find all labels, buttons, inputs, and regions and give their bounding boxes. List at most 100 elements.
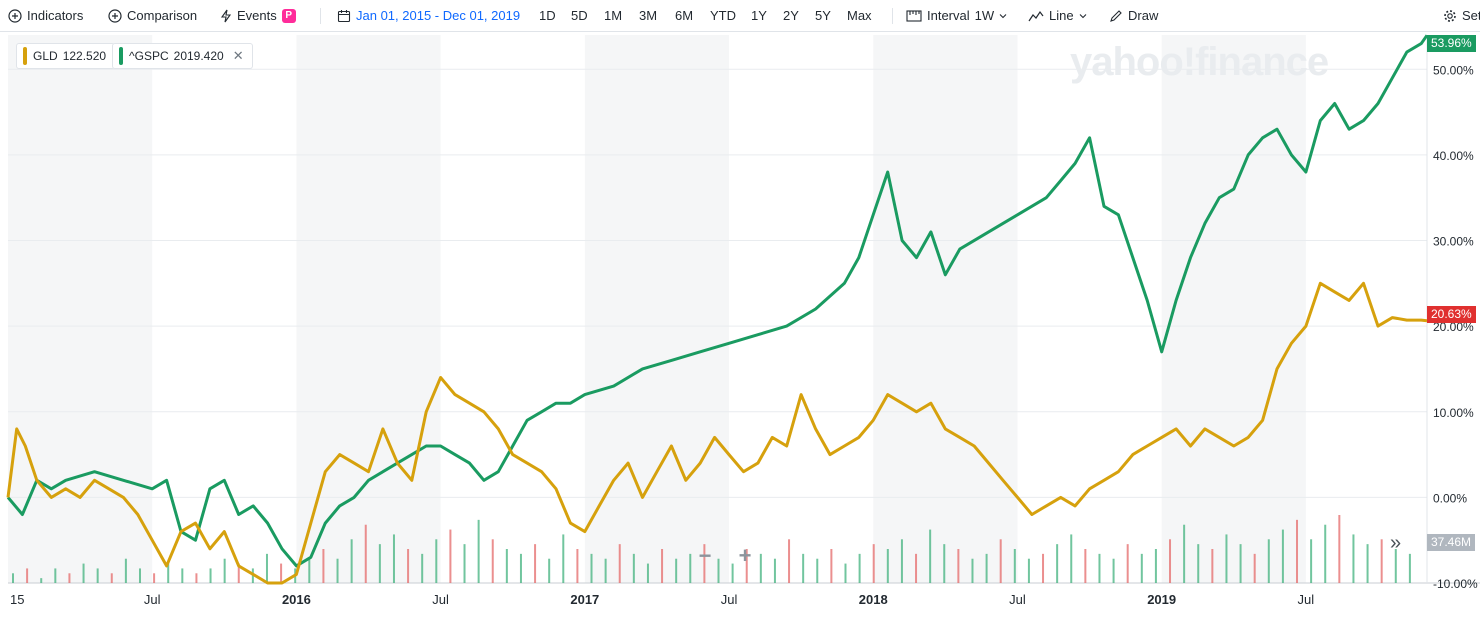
volume-bar [1126, 544, 1129, 583]
volume-bar [745, 549, 748, 583]
volume-bar [505, 549, 508, 583]
volume-bar [1267, 539, 1270, 583]
period-5d[interactable]: 5D [571, 8, 588, 23]
period-6m[interactable]: 6M [675, 8, 694, 23]
legend-gspc[interactable]: ^GSPC 2019.420 ✕ [112, 43, 253, 69]
volume-bar [195, 573, 198, 583]
remove-comparison-icon[interactable]: ✕ [232, 48, 244, 63]
volume-bar [477, 519, 480, 583]
volume-bar [717, 558, 720, 583]
draw-button[interactable]: Draw [1109, 8, 1158, 24]
legend-value: 122.520 [62, 49, 107, 63]
volume-bar [1112, 558, 1115, 583]
volume-bar [915, 553, 918, 583]
legend-symbol: ^GSPC [129, 49, 169, 63]
events-label: Events [237, 8, 277, 23]
comparison-button[interactable]: Comparison [108, 8, 197, 24]
yahoo-finance-watermark: yahoo!finance [1070, 40, 1329, 84]
volume-bar [703, 544, 706, 583]
volume-bar [1183, 524, 1186, 583]
volume-bar [421, 553, 424, 583]
period-5y[interactable]: 5Y [815, 8, 831, 23]
volume-bar [68, 573, 71, 583]
volume-bar [1310, 539, 1313, 583]
volume-bar [265, 553, 268, 583]
period-max[interactable]: Max [847, 8, 872, 23]
indicators-label: Indicators [27, 8, 84, 23]
period-ytd[interactable]: YTD [710, 8, 736, 23]
period-1y[interactable]: 1Y [751, 8, 767, 23]
x-tick-label: 15 [10, 592, 24, 607]
volume-bar [1056, 544, 1059, 583]
zoom-out-button[interactable]: − [698, 543, 712, 568]
y-tick-label: 30.00% [1433, 235, 1474, 249]
volume-bar [1324, 524, 1327, 583]
volume-bar [82, 563, 85, 583]
volume-bar [872, 544, 875, 583]
volume-bar [449, 529, 452, 583]
indicators-button[interactable]: Indicators [8, 8, 83, 24]
volume-last-value-tag: 37.46M [1427, 534, 1476, 551]
settings-button[interactable]: Set [1443, 8, 1480, 24]
x-tick-label: Jul [721, 592, 738, 607]
volume-bar [392, 534, 395, 583]
ruler-icon [906, 10, 922, 22]
volume-bar [1154, 549, 1157, 583]
period-3m[interactable]: 3M [639, 8, 658, 23]
series-line-gspc[interactable] [6, 34, 1429, 568]
date-range-button[interactable]: Jan 01, 2015 - Dec 01, 2019 [337, 8, 520, 24]
volume-bar [816, 558, 819, 583]
volume-bar [943, 544, 946, 583]
volume-bar [110, 573, 113, 583]
x-tick-label: 2018 [859, 592, 888, 607]
volume-bar [929, 529, 932, 583]
x-axis: 15 Jul 2016 Jul 2017 Jul 2018 Jul 2019 Jul [10, 592, 1314, 607]
line-chart-icon [1028, 10, 1044, 22]
year-band [1161, 35, 1306, 583]
expand-right-icon[interactable]: » [1390, 532, 1402, 554]
chevron-down-icon [999, 14, 1007, 19]
volume-bar [689, 553, 692, 583]
date-range-label: Jan 01, 2015 - Dec 01, 2019 [356, 8, 521, 23]
toolbar-divider [320, 8, 321, 24]
chevron-down-icon [1079, 14, 1086, 19]
y-tick-label: 40.00% [1433, 149, 1474, 163]
series-line-gld[interactable] [6, 281, 1428, 585]
volume-bar [1394, 549, 1397, 583]
volume-bar [1281, 529, 1284, 583]
volume-bar [1098, 553, 1101, 583]
volume-bar [336, 558, 339, 583]
interval-value: 1W [974, 8, 995, 23]
volume-bar [12, 573, 14, 583]
period-1m[interactable]: 1M [604, 8, 623, 23]
legend-gld[interactable]: GLD 122.520 [16, 43, 116, 69]
volume-bar [463, 544, 466, 583]
y-axis: 50.00% 40.00% 30.00% 20.00% 10.00% 0.00% -10.0… [1433, 63, 1478, 591]
y-tick-label: 10.00% [1433, 406, 1474, 420]
zoom-in-button[interactable]: + [738, 543, 752, 568]
interval-dropdown[interactable]: Interval 1W [906, 8, 1013, 24]
volume-bar [773, 558, 776, 583]
volume-bar [957, 549, 960, 583]
y-tick-label: 20.00% [1433, 320, 1474, 334]
volume-bar [844, 563, 847, 583]
volume-bar [1380, 539, 1383, 583]
chart-type-dropdown[interactable]: Line [1028, 8, 1093, 24]
gld-last-value-tag: 20.63% [1427, 306, 1476, 323]
calendar-icon [337, 10, 351, 23]
comparison-chart[interactable]: 50.00% 40.00% 30.00% 20.00% 10.00% 0.00% -10.0… [0, 33, 1480, 620]
chart-toolbar: Indicators Comparison Events P Jan 01, 2… [0, 0, 1480, 32]
period-1d[interactable]: 1D [539, 8, 556, 23]
volume-bar [1211, 549, 1214, 583]
volume-bar [1225, 534, 1228, 583]
events-button[interactable]: Events P [220, 8, 296, 24]
volume-bar [96, 568, 99, 583]
volume-bar [1338, 515, 1341, 583]
period-2y[interactable]: 2Y [783, 8, 799, 23]
x-tick-label: 2017 [570, 592, 599, 607]
volume-bar [407, 549, 410, 583]
volume-bar [519, 553, 522, 583]
volume-bar [1042, 553, 1045, 583]
volume-bar [900, 539, 903, 583]
year-band [873, 35, 1018, 583]
